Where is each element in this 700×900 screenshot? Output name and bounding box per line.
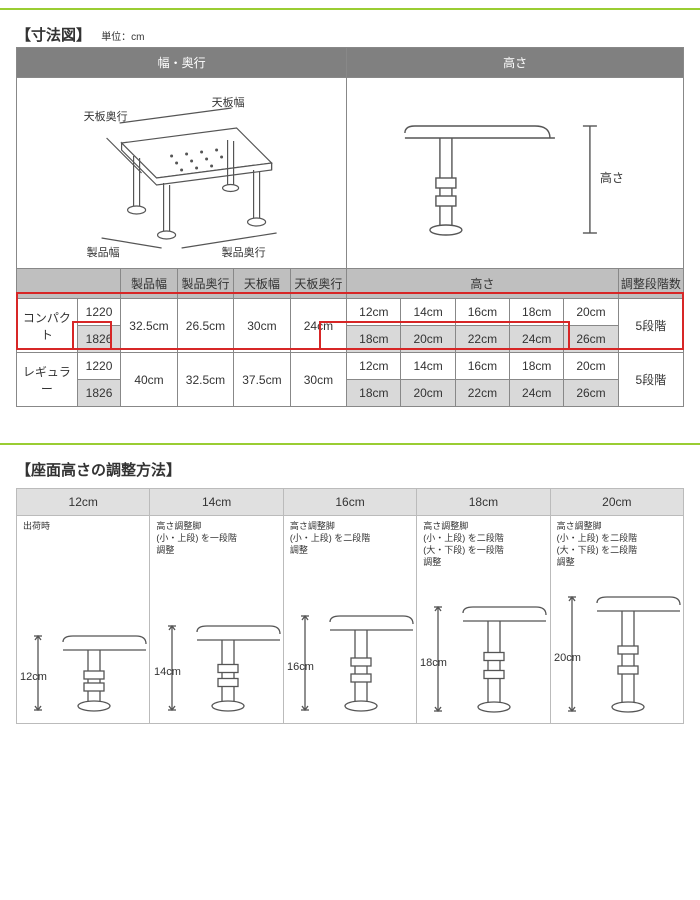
h: 20cm [401, 380, 455, 407]
adjust-panel: 18cm 高さ調整脚(小・上段) を二段階(大・下段) を一段階調整 18cm [417, 488, 550, 724]
col-header: 製品奥行 [177, 269, 233, 299]
h: 18cm [510, 353, 564, 380]
diagram-width-svg: 天板奥行 天板幅 製品幅 製品奥行 [17, 78, 346, 268]
adjust-panel-header: 20cm [551, 489, 683, 516]
h: 18cm [510, 299, 564, 326]
h: 20cm [564, 299, 618, 326]
svg-text:天板奥行: 天板奥行 [84, 109, 128, 123]
h: 20cm [564, 353, 618, 380]
adjust-panel: 16cm 高さ調整脚(小・上段) を二段階調整 16cm [284, 488, 417, 724]
adjust-panel-header: 18cm [417, 489, 549, 516]
adjust-panel-figure: 18cm [417, 573, 549, 723]
h: 26cm [564, 380, 618, 407]
dimensions-table: 幅・奥行 高さ [16, 47, 684, 407]
h: 18cm [347, 380, 401, 407]
adjust-panel-figure: 14cm [150, 572, 282, 722]
svg-text:製品幅: 製品幅 [87, 245, 120, 259]
h: 16cm [455, 353, 509, 380]
adjust-panel-figure: 12cm [17, 572, 149, 722]
dimensions-table-wrap: 幅・奥行 高さ [16, 47, 684, 407]
diagram-width-cell: 天板奥行 天板幅 製品幅 製品奥行 [17, 78, 347, 269]
svg-text:16cm: 16cm [287, 661, 314, 673]
section1-unit: 単位：cm [101, 32, 144, 43]
steps: 5段階 [618, 353, 683, 407]
svg-text:14cm: 14cm [154, 666, 181, 678]
section2-title: 【座面高さの調整方法】 [0, 453, 700, 482]
row-name-compact: コンパクト [17, 299, 78, 353]
section1-title-text: 【寸法図】 [16, 27, 91, 44]
dim: 30cm [234, 299, 290, 353]
divider [0, 8, 700, 10]
adjust-panel-desc: 高さ調整脚(小・上段) を一段階調整 [150, 516, 282, 572]
row-name-regular: レギュラー [17, 353, 78, 407]
model: 1220 [77, 299, 120, 326]
svg-text:製品奥行: 製品奥行 [222, 245, 266, 259]
col-header: 天板幅 [234, 269, 290, 299]
adjust-panel-figure: 16cm [284, 572, 416, 722]
svg-text:18cm: 18cm [420, 657, 447, 669]
adjust-panel-desc: 高さ調整脚(小・上段) を二段階(大・下段) を一段階調整 [417, 516, 549, 573]
col-header: 調整段階数 [618, 269, 683, 299]
section2-title-text: 【座面高さの調整方法】 [16, 462, 181, 479]
dim: 40cm [121, 353, 177, 407]
h: 14cm [401, 353, 455, 380]
col-header: 製品幅 [121, 269, 177, 299]
top-header-height: 高さ [347, 48, 684, 78]
model: 1826 [77, 326, 120, 353]
height-label: 高さ [600, 170, 624, 185]
dim: 30cm [290, 353, 347, 407]
svg-text:天板幅: 天板幅 [212, 95, 245, 109]
h: 14cm [401, 299, 455, 326]
h: 12cm [347, 353, 401, 380]
adjust-panel: 14cm 高さ調整脚(小・上段) を一段階調整 14cm [150, 488, 283, 724]
adjust-panel-figure: 20cm [551, 573, 683, 723]
dim: 37.5cm [234, 353, 290, 407]
adjust-panel-header: 14cm [150, 489, 282, 516]
adjustment-panels: 12cm 出荷時 12cm 14cm 高さ調整脚(小・上段) を一段階調整 [16, 488, 684, 724]
dim: 26.5cm [177, 299, 233, 353]
adjust-panel-header: 12cm [17, 489, 149, 516]
h: 16cm [455, 299, 509, 326]
divider [0, 443, 700, 445]
dim: 32.5cm [177, 353, 233, 407]
h: 26cm [564, 326, 618, 353]
adjust-panel-desc: 高さ調整脚(小・上段) を二段階(大・下段) を二段階調整 [551, 516, 683, 573]
h: 18cm [347, 326, 401, 353]
model: 1826 [77, 380, 120, 407]
adjust-panel: 12cm 出荷時 12cm [16, 488, 150, 724]
h: 22cm [455, 326, 509, 353]
col-header: 天板奥行 [290, 269, 347, 299]
h: 20cm [401, 326, 455, 353]
section1-title: 【寸法図】 単位：cm [0, 18, 700, 47]
diagram-height-cell: 高さ [347, 78, 684, 269]
steps: 5段階 [618, 299, 683, 353]
h: 22cm [455, 380, 509, 407]
adjust-panel-desc: 出荷時 [17, 516, 149, 572]
col-header: 高さ [347, 269, 618, 299]
svg-text:20cm: 20cm [554, 652, 581, 664]
adjust-panel-header: 16cm [284, 489, 416, 516]
h: 24cm [510, 326, 564, 353]
adjust-panel: 20cm 高さ調整脚(小・上段) を二段階(大・下段) を二段階調整 20cm [551, 488, 684, 724]
model: 1220 [77, 353, 120, 380]
top-header-width: 幅・奥行 [17, 48, 347, 78]
dim: 32.5cm [121, 299, 177, 353]
svg-text:12cm: 12cm [20, 671, 47, 683]
dim: 24cm [290, 299, 347, 353]
h: 24cm [510, 380, 564, 407]
diagram-height-svg: 高さ [347, 78, 683, 268]
adjust-panel-desc: 高さ調整脚(小・上段) を二段階調整 [284, 516, 416, 572]
blank-header [17, 269, 121, 299]
h: 12cm [347, 299, 401, 326]
